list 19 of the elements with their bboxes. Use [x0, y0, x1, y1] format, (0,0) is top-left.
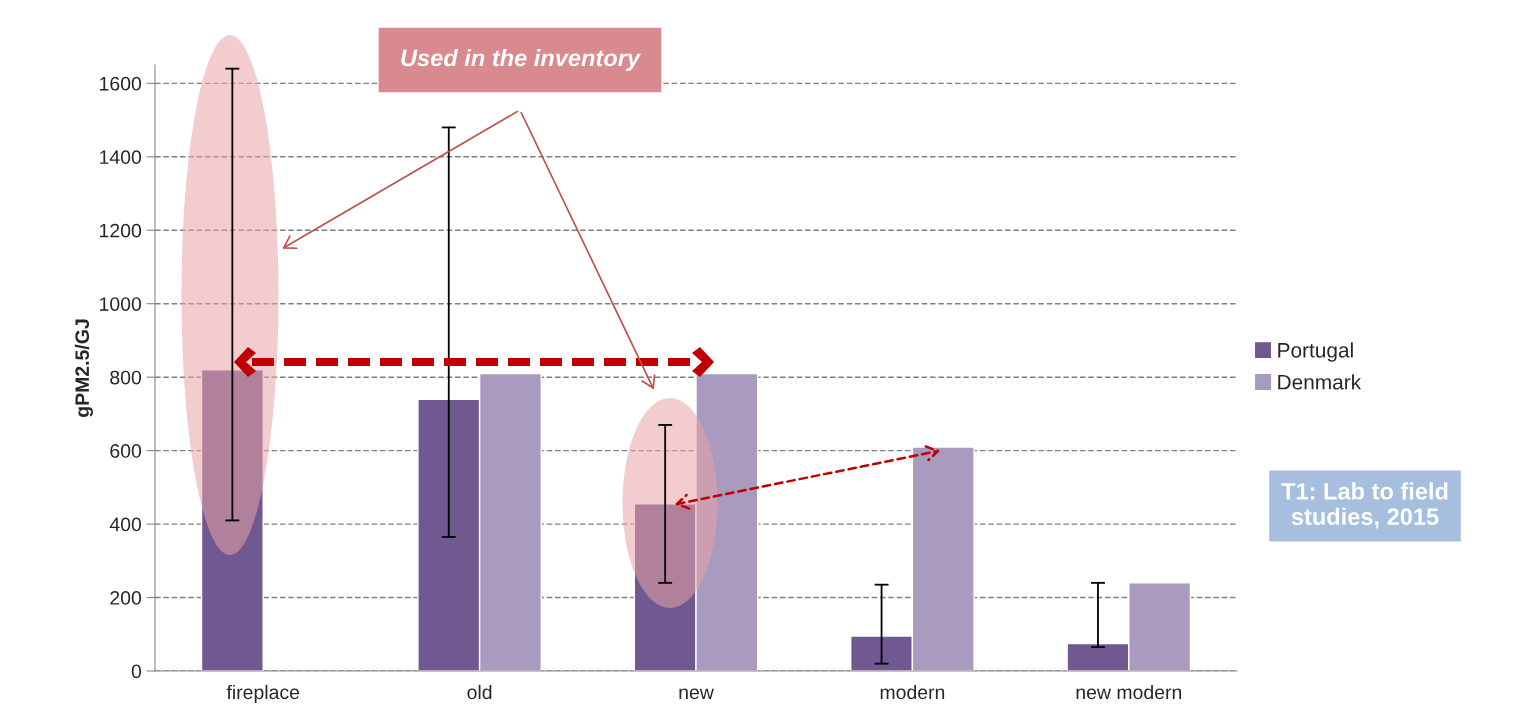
- y-tick-label: 800: [110, 370, 142, 385]
- x-tick-label: old: [467, 684, 492, 700]
- x-tick-label: fireplace: [226, 684, 300, 704]
- y-axis-title: gPM2.5/GJ: [74, 319, 93, 417]
- y-tick-label: 200: [110, 591, 142, 605]
- y-tick-label: 600: [110, 444, 142, 458]
- y-tick-label: 1600: [100, 76, 142, 91]
- y-tick-label: 1000: [100, 297, 142, 311]
- text: T1: Lab to field studies, 2015: [1281, 482, 1448, 529]
- x-tick-label: modern: [880, 684, 945, 700]
- annotation: Used in the inventory: [401, 49, 642, 71]
- x-tick-label: new modern: [1076, 684, 1182, 700]
- x-tick-label: new: [679, 688, 714, 700]
- y-tick-label: 1400: [100, 150, 142, 165]
- y-tick-label: 1200: [100, 223, 142, 238]
- legend-label: Denmark: [1278, 374, 1362, 390]
- y-tick-label: 0: [131, 664, 142, 679]
- y-tick-label: 400: [109, 517, 142, 532]
- legend-label: Portugal: [1278, 342, 1353, 362]
